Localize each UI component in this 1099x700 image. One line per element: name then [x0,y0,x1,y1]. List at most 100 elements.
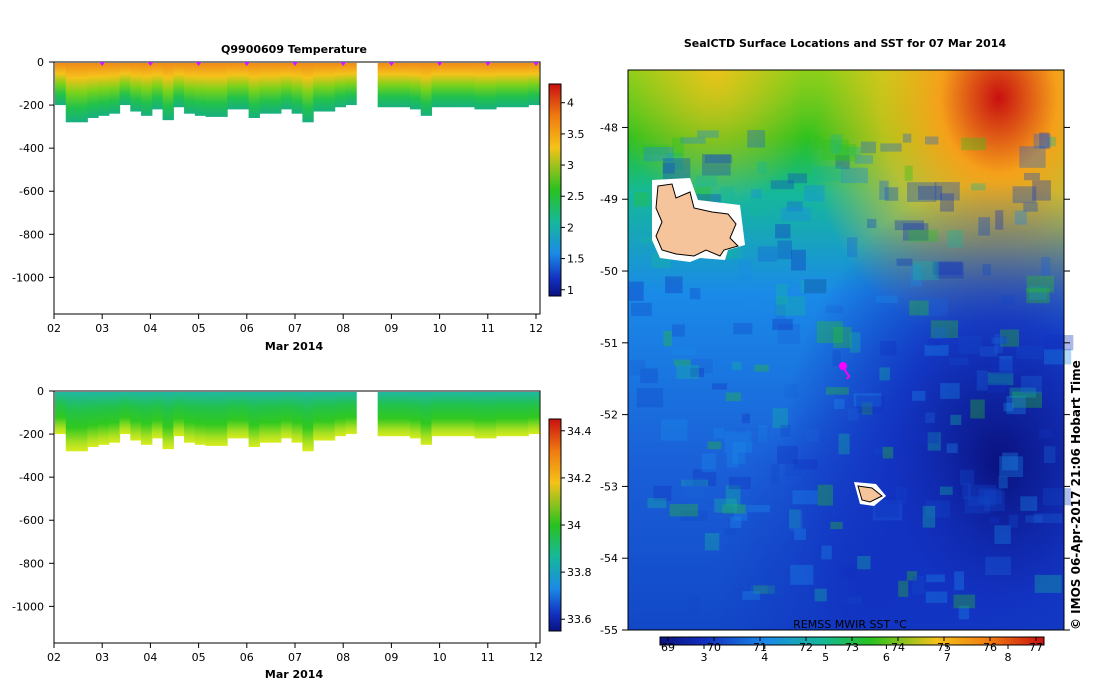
sst-pixel [690,358,713,374]
profile-column [259,392,271,443]
profile-column [108,63,121,114]
sst-pixel [922,505,936,528]
x-tick-label: 08 [336,322,350,335]
sst-pixel [781,207,811,222]
salinity-panel: 0 -200 -400 -600 -800 -1000 02 03 04 05 06 07 08 09 1… [12,385,591,681]
sst-tick-label-f: 69 [661,641,675,654]
x-tick-label: 06 [240,322,254,335]
sst-pixel [856,395,885,414]
sst-pixel [834,399,845,410]
colorbar-tick-label: 3.5 [567,128,585,141]
sst-pixel [713,427,725,439]
sst-pixel [840,167,868,184]
sst-pixel [1003,402,1014,412]
sst-pixel [918,185,943,200]
sst-pixel [995,210,1004,230]
sst-pixel [976,370,988,391]
sst-pixel [912,576,925,595]
sst-pixel [999,456,1024,477]
profile-column [173,63,185,108]
sst-pixel [925,591,948,603]
sst-pixel [792,490,818,505]
lat-tick-label: -49 [600,193,618,206]
temperature-profiles [55,63,540,123]
sst-pixel [980,346,998,357]
profile-column [485,63,497,110]
sst-pixel [998,476,1008,489]
sst-pixel [882,446,894,459]
profile-column [409,63,422,110]
colorbar-tick-label: 1 [567,284,574,297]
colorbar-tick-label: 1.5 [567,253,585,266]
sst-pixel [770,180,794,190]
sst-pixel [880,143,902,152]
sst-pixel [925,500,950,518]
map-frame [627,69,1065,631]
sst-pixel [867,218,877,229]
x-tick-label: 09 [384,322,398,335]
sst-pixel [830,521,843,530]
profile-column [248,63,260,118]
sst-pixel [692,469,717,486]
sst-pixel [775,298,786,319]
sst-pixel [724,528,737,536]
x-tick-label: 08 [336,651,350,664]
sst-tick-label-c: 7 [944,651,951,664]
sst-tick-label-f: 76 [983,641,997,654]
sst-pixel [844,146,861,156]
lat-tick-label: -55 [600,624,618,637]
sst-pixel [770,464,780,485]
profile-column [280,392,293,439]
sst-pixel [916,431,940,444]
sst-pixel [643,147,674,162]
profile-column [98,63,110,116]
profile-column [452,63,465,108]
sst-pixel [767,576,785,597]
sst-pixel [750,204,762,216]
sst-pixel [990,359,1017,375]
sst-pixel [758,425,768,442]
sst-pixel [904,165,913,181]
sst-pixel [1024,172,1040,181]
sst-pixel [950,414,962,425]
sst-pixel [1009,387,1037,398]
sst-pixel [907,182,937,202]
sst-pixel [1042,488,1071,506]
lat-tick-label: -52 [600,409,618,422]
profile-column [216,63,228,117]
colorbar-tick-label: 2.5 [567,190,585,203]
sst-pixel [926,574,945,583]
sst-pixel [754,364,769,372]
sst-pixel [1012,186,1037,204]
profile-column [334,63,346,108]
sst-pixel [662,158,691,180]
profile-column [420,392,433,445]
profile-column [87,392,99,447]
sst-pixel [741,413,750,424]
sst-pixel [939,486,953,495]
sst-pixel [830,134,843,154]
seal-track [839,362,851,380]
sst-pixel [772,408,788,429]
sst-pixel [647,498,667,508]
profile-marker [99,62,106,66]
sst-pixel [838,433,850,455]
sst-pixel [704,155,733,164]
profile-column [517,63,529,108]
sst-pixel [701,453,717,473]
lat-tick-label: -53 [600,480,618,493]
sst-pixel [1044,335,1074,351]
x-tick-label: 04 [143,651,157,664]
colorbar-tick-label: 2 [567,221,574,234]
sst-pixel [847,408,859,421]
temperature-title: Q9900609 Temperature [221,43,367,56]
sst-pixel [908,229,938,242]
profile-column [334,392,346,437]
sst-pixel [978,217,991,236]
profile-column [399,63,411,108]
x-tick-label: 12 [529,651,543,664]
sst-pixel [816,321,843,343]
sst-pixel [707,441,722,450]
sst-pixel [630,302,652,316]
sst-pixel [826,387,849,395]
